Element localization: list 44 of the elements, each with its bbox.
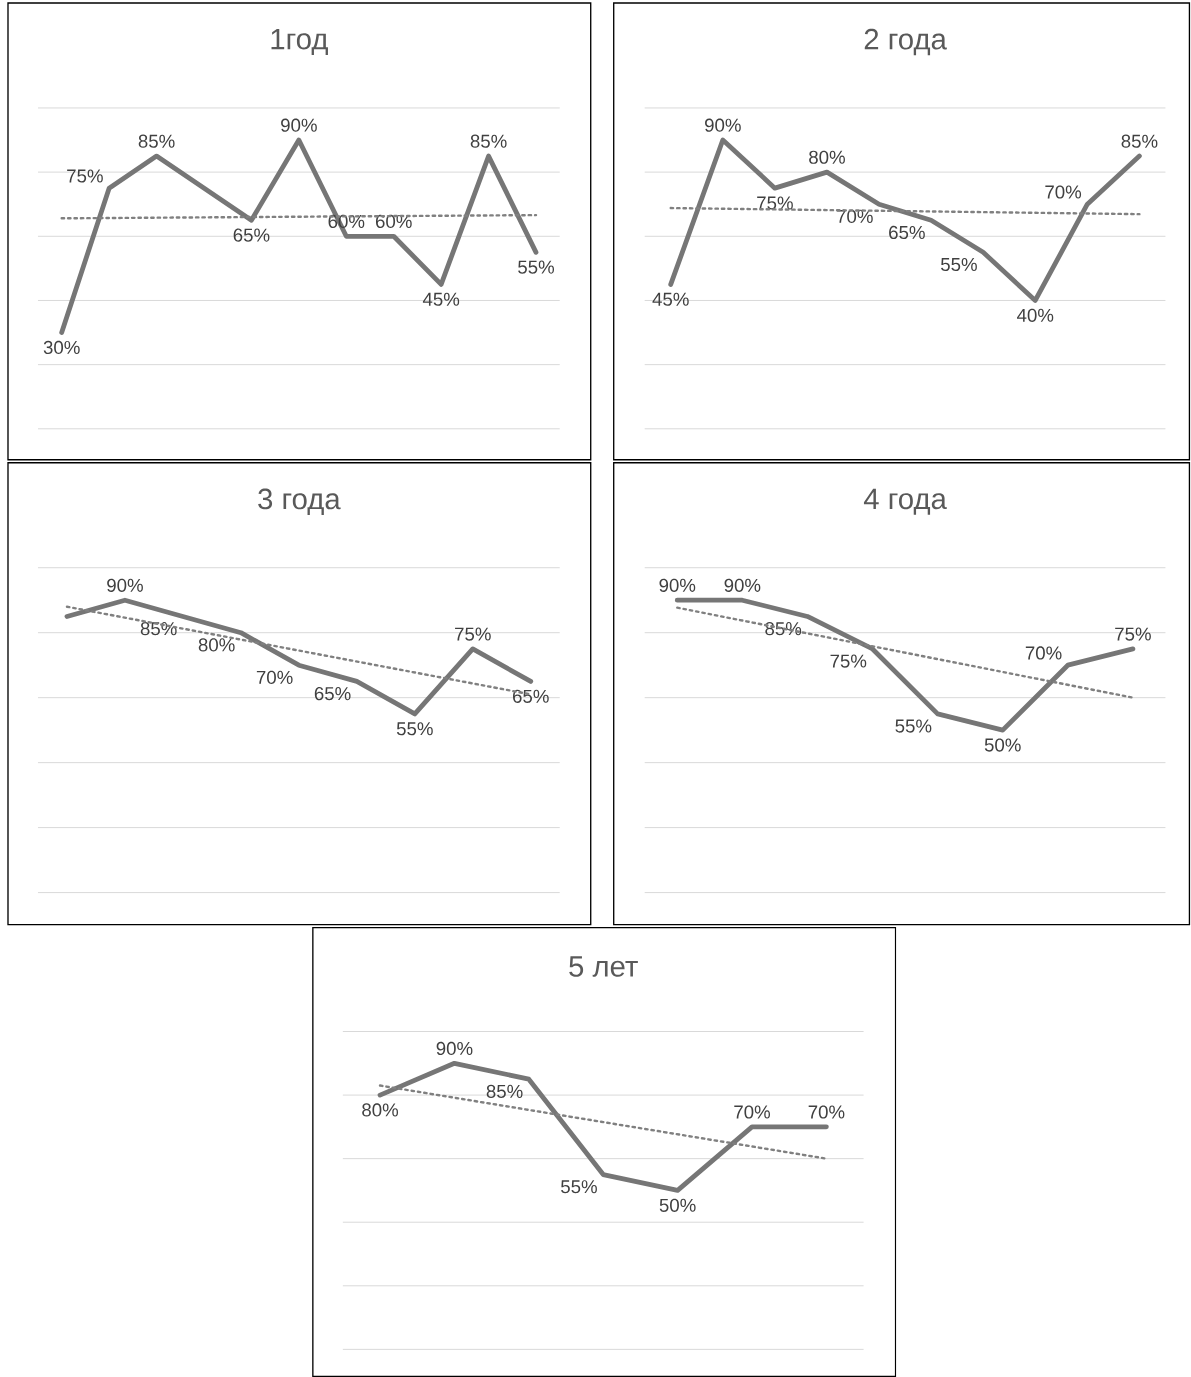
data-label: 75% [66,169,103,183]
data-label: 65% [233,228,270,242]
data-label: 55% [940,257,977,272]
data-label: 55% [517,260,554,274]
chart-title: 4 года [863,488,947,515]
data-label: 80% [808,150,845,164]
data-label: 90% [724,578,761,592]
data-label: 55% [560,1180,597,1194]
data-label: 75% [1114,627,1151,641]
data-label: 50% [984,738,1021,752]
data-label: 85% [138,134,175,148]
data-label: 85% [1121,134,1158,148]
data-label: 85% [486,1084,523,1098]
data-label: 85% [140,622,177,636]
chart-title: 1год [271,28,328,55]
chart-title: 2 года [864,28,947,56]
data-label: 75% [830,654,867,668]
data-label: 65% [314,687,351,701]
data-label: 80% [198,638,235,652]
data-label: 70% [1045,185,1081,199]
data-label: 75% [454,627,491,641]
data-label: 90% [704,118,741,132]
data-label: 90% [106,578,143,592]
data-label: 70% [1025,646,1062,660]
data-label: 50% [659,1198,696,1212]
data-label: 90% [436,1041,473,1056]
data-label: 40% [1016,308,1054,322]
data-label: 70% [256,670,293,684]
data-label: 90% [280,118,317,132]
data-label: 90% [659,578,696,592]
data-label: 80% [361,1103,398,1117]
data-label: 55% [396,722,433,736]
data-label: 65% [888,225,925,240]
data-label: 30% [43,340,80,355]
data-label: 45% [652,292,689,306]
data-label: 75% [756,196,793,210]
data-label: 55% [895,719,932,733]
data-label: 70% [808,1105,845,1119]
data-label: 70% [734,1105,770,1119]
data-label: 85% [470,134,507,148]
chart-title: 5 лет [569,956,638,977]
chart-title: 3 года [257,488,341,515]
data-label: 45% [422,292,459,306]
data-label: 65% [512,689,549,703]
